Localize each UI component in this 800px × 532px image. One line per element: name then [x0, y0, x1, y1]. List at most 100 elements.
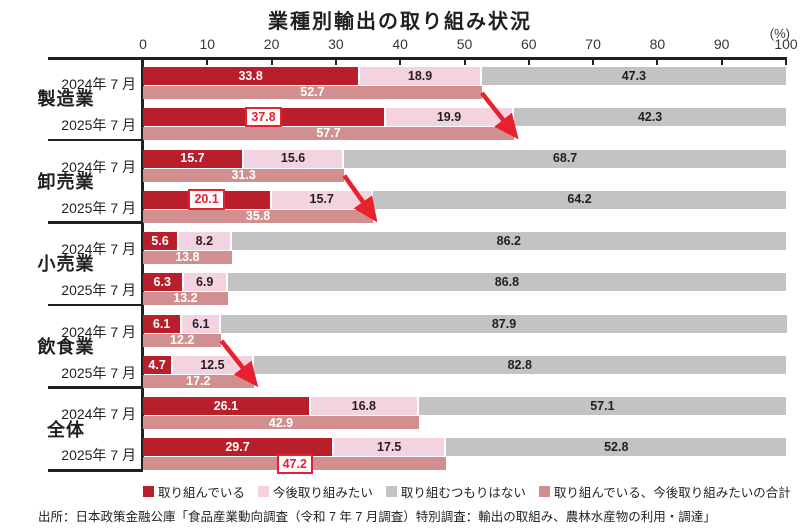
bar-segment-取り組むつもりはない: 82.8 — [253, 355, 786, 374]
bar-value-label: 15.7 — [309, 192, 334, 207]
bar-segment-取り組んでいる: 37.8 — [143, 106, 387, 128]
bar-segment-今後取り組みたい: 17.5 — [333, 438, 447, 457]
bar-value-label: 12.5 — [200, 357, 225, 372]
total-bar: 52.7 — [143, 86, 482, 99]
bar-value-label: 16.8 — [351, 399, 376, 414]
x-tick-mark-100 — [785, 57, 787, 65]
stacked-bar-row: 4.7 12.5 82.8 — [143, 355, 786, 374]
bar-segment-取り組むつもりはない: 52.8 — [446, 438, 786, 457]
x-tick-label-40: 40 — [392, 36, 408, 52]
bar-segment-取り組んでいる: 26.1 — [143, 397, 311, 416]
stacked-bar-row: 33.8 18.9 47.3 — [143, 67, 786, 85]
stacked-bar-row: 15.7 15.6 68.7 — [143, 149, 786, 168]
total-bar: 35.8 — [143, 208, 374, 223]
bar-segment-今後取り組みたい: 6.9 — [183, 273, 228, 292]
bar-segment-今後取り組みたい: 18.9 — [360, 67, 482, 85]
highlighted-value-box: 37.8 — [245, 106, 282, 128]
bar-segment-取り組むつもりはない: 86.8 — [227, 273, 786, 292]
bar-value-label: 57.1 — [590, 399, 615, 414]
bar-segment-取り組んでいる: 4.7 — [143, 355, 174, 374]
industry-label-2: 小売業 — [37, 254, 95, 275]
legend-item-1: 今後取り組みたい — [257, 482, 373, 501]
group-separator — [48, 386, 143, 389]
legend-label: 取り組んでいる、今後取り組みたいの合計 — [553, 486, 791, 500]
x-tick-mark-20 — [270, 57, 273, 65]
industry-label-4: 全体 — [47, 419, 85, 440]
x-tick-label-30: 30 — [328, 36, 344, 52]
year-label: 2025年 7 月 — [61, 199, 136, 216]
total-bar: 13.2 — [143, 292, 228, 306]
stacked-bar-row: 26.1 16.8 57.1 — [143, 397, 786, 416]
bar-segment-今後取り組みたい: 16.8 — [310, 397, 419, 416]
bar-segment-取り組むつもりはない: 42.3 — [514, 108, 786, 126]
highlighted-value-box: 47.2 — [276, 453, 313, 475]
bar-value-label: 64.2 — [567, 192, 592, 207]
total-value-label: 35.8 — [245, 208, 271, 223]
bar-segment-今後取り組みたい: 6.1 — [182, 314, 222, 333]
total-bar: 57.7 — [143, 127, 514, 140]
bar-segment-取り組んでいる: 29.7 — [143, 438, 334, 457]
bar-value-label: 15.6 — [280, 151, 306, 166]
x-tick-label-70: 70 — [585, 36, 601, 52]
legend-item-2: 取り組むつもりはない — [385, 482, 526, 501]
bar-value-label: 42.3 — [637, 109, 663, 124]
bar-value-label: 52.8 — [604, 440, 629, 455]
x-tick-label-80: 80 — [649, 36, 666, 52]
stacked-bar-row: 6.1 6.1 87.9 — [143, 314, 787, 333]
year-label: 2025年 7 月 — [61, 282, 136, 299]
legend-item-3: 取り組んでいる、今後取り組みたいの合計 — [538, 482, 791, 501]
bar-segment-取り組んでいる: 33.8 — [143, 67, 361, 85]
bar-segment-今後取り組みたい: 15.7 — [272, 190, 374, 209]
legend-swatch-icon — [257, 486, 269, 497]
x-tick-label-10: 10 — [199, 36, 216, 52]
bar-value-label: 6.1 — [192, 316, 210, 331]
group-separator — [48, 469, 143, 472]
year-label: 2024年 7 月 — [61, 323, 136, 340]
x-tick-label-0: 0 — [139, 36, 147, 52]
total-value-label: 52.7 — [300, 85, 325, 100]
total-bar: 17.2 — [143, 374, 254, 388]
source-citation: 出所：日本政策金融公庫「食品産業動向調査（令和 7 年 7 月調査）特別調査：輸… — [38, 510, 716, 524]
bar-segment-取り組むつもりはない: 86.2 — [231, 232, 786, 251]
x-tick-mark-70 — [592, 57, 595, 65]
legend-swatch-icon — [143, 486, 154, 497]
legend-label: 取り組んでいる — [158, 486, 245, 500]
x-axis-line — [48, 57, 786, 60]
year-label: 2025年 7 月 — [61, 117, 136, 133]
bar-segment-取り組んでいる: 6.3 — [143, 273, 184, 292]
total-value-label: 31.3 — [231, 167, 256, 182]
bar-segment-取り組むつもりはない: 57.1 — [418, 397, 786, 416]
x-tick-mark-30 — [334, 57, 337, 65]
x-tick-mark-60 — [527, 57, 530, 65]
x-tick-label-100: 100 — [774, 36, 798, 52]
x-tick-mark-90 — [720, 57, 723, 65]
legend-swatch-icon — [385, 486, 397, 497]
bar-value-label: 6.3 — [153, 274, 171, 289]
bar-segment-今後取り組みたい: 12.5 — [173, 355, 254, 374]
bar-value-label: 86.8 — [494, 274, 520, 289]
legend: 取り組んでいる 今後取り組みたい 取り組むつもりはない 取り組んでいる、今後取り組みた… — [143, 482, 791, 501]
stacked-bar-row: 20.1 15.7 64.2 — [143, 189, 786, 210]
bar-segment-取り組むつもりはない: 47.3 — [481, 67, 786, 85]
bar-value-label: 6.1 — [152, 316, 171, 331]
industry-label-1: 卸売業 — [37, 171, 95, 192]
industry-label-0: 製造業 — [37, 89, 95, 110]
bar-value-label: 68.7 — [552, 151, 578, 166]
percent-unit-label: (%) — [769, 26, 790, 41]
total-bar: 42.9 — [143, 415, 419, 430]
bar-value-label: 26.1 — [213, 399, 239, 414]
year-label: 2025年 7 月 — [61, 364, 136, 381]
stacked-bar-row: 6.3 6.9 86.8 — [143, 273, 786, 292]
x-tick-mark-10 — [206, 57, 209, 65]
legend-item-0: 取り組んでいる — [143, 482, 245, 501]
bar-value-label: 6.9 — [195, 274, 214, 289]
x-tick-label-90: 90 — [713, 36, 730, 52]
year-label: 2024年 7 月 — [61, 158, 136, 175]
bar-value-label: 86.2 — [496, 233, 522, 248]
bar-segment-取り組むつもりはない: 87.9 — [221, 314, 787, 333]
bar-segment-取り組んでいる: 6.1 — [143, 314, 183, 333]
year-label: 2024年 7 月 — [61, 406, 136, 423]
bar-value-label: 18.9 — [407, 68, 433, 83]
total-value-label: 42.9 — [268, 415, 294, 430]
